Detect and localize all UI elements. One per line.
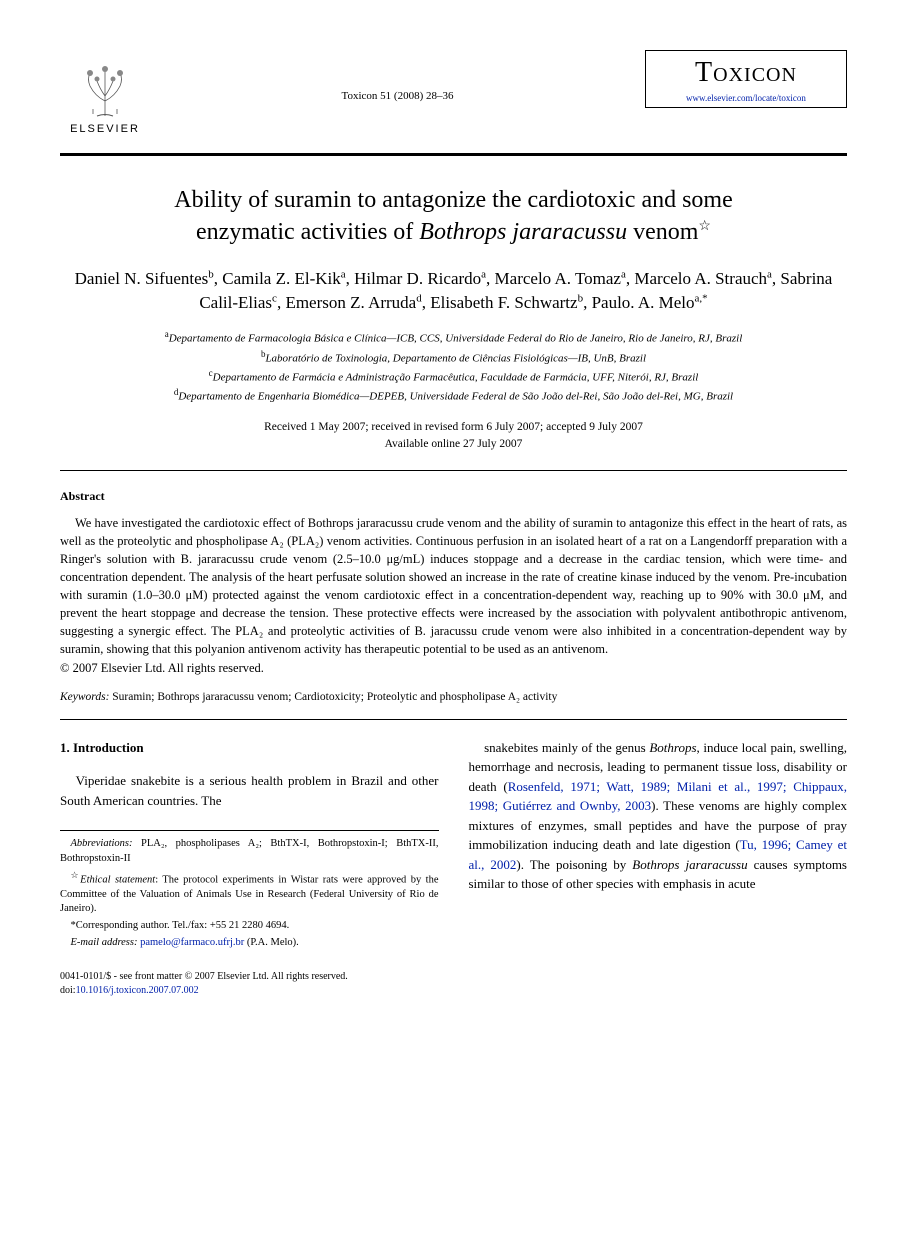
title-species-italic: Bothrops jararacussu — [419, 219, 627, 245]
affiliation-line: cDepartamento de Farmácia e Administraçã… — [60, 367, 847, 386]
footnotes-block: Abbreviations: PLA₂, phospholipases A₂; … — [60, 830, 439, 950]
corresponding-footnote: *Corresponding author. Tel./fax: +55 21 … — [60, 919, 439, 934]
affiliation-line: aDepartamento de Farmacologia Básica e C… — [60, 328, 847, 347]
email-label: E-mail address: — [71, 937, 138, 948]
title-footnote-star-icon: ☆ — [698, 219, 711, 234]
title-line-1: Ability of suramin to antagonize the car… — [174, 187, 733, 213]
keywords-line: Keywords: Suramin; Bothrops jararacussu … — [60, 691, 847, 703]
journal-name: Toxicon — [656, 57, 836, 89]
email-footnote: E-mail address: pamelo@farmaco.ufrj.br (… — [60, 936, 439, 951]
intro-left-para: Viperidae snakebite is a serious health … — [60, 771, 439, 810]
article-dates: Received 1 May 2007; received in revised… — [60, 419, 847, 454]
affiliation-line: dDepartamento de Engenharia Biomédica—DE… — [60, 386, 847, 405]
received-date: Received 1 May 2007; received in revised… — [264, 421, 643, 433]
abstract-top-rule — [60, 470, 847, 471]
title-line-2-post: venom — [627, 219, 698, 245]
abstract-text: We have investigated the cardiotoxic eff… — [60, 516, 847, 657]
abbrev-label: Abbreviations: — [71, 838, 133, 849]
header-row: ELSEVIER Toxicon 51 (2008) 28–36 Toxicon… — [60, 50, 847, 145]
affiliation-line: bLaboratório de Toxinologia, Departament… — [60, 348, 847, 367]
article-title: Ability of suramin to antagonize the car… — [80, 184, 827, 249]
intro-right-para: snakebites mainly of the genus Bothrops,… — [469, 738, 848, 894]
elsevier-tree-icon — [75, 61, 135, 121]
publisher-logo: ELSEVIER — [60, 50, 150, 145]
abstract-bottom-rule — [60, 719, 847, 720]
abstract-body: We have investigated the cardiotoxic eff… — [60, 514, 847, 677]
intro-r-t1: snakebites mainly of the genus — [484, 740, 649, 755]
right-column: snakebites mainly of the genus Bothrops,… — [469, 738, 848, 953]
paper-page: ELSEVIER Toxicon 51 (2008) 28–36 Toxicon… — [0, 0, 907, 1038]
affiliations-list: aDepartamento de Farmacologia Básica e C… — [60, 328, 847, 405]
keywords-label: Keywords: — [60, 691, 109, 703]
left-column: 1. Introduction Viperidae snakebite is a… — [60, 738, 439, 953]
ethical-star-icon: ☆ — [71, 870, 81, 880]
abbrev-footnote: Abbreviations: PLA₂, phospholipases A₂; … — [60, 837, 439, 866]
footer-line: 0041-0101/$ - see front matter © 2007 El… — [60, 970, 847, 998]
title-line-2-pre: enzymatic activities of — [196, 219, 419, 245]
online-date: Available online 27 July 2007 — [385, 438, 523, 450]
ethical-footnote: ☆Ethical statement: The protocol experim… — [60, 869, 439, 918]
keywords-text: Suramin; Bothrops jararacussu venom; Car… — [109, 691, 557, 703]
journal-url-link[interactable]: www.elsevier.com/locate/toxicon — [656, 93, 836, 103]
ethical-label: Ethical statement — [80, 874, 155, 885]
authors-list: Daniel N. Sifuentesb, Camila Z. El-Kika,… — [60, 267, 847, 315]
intro-r-i1: Bothrops — [649, 740, 696, 755]
email-link[interactable]: pamelo@farmaco.ufrj.br — [137, 937, 244, 948]
doi-link[interactable]: 10.1016/j.toxicon.2007.07.002 — [76, 985, 199, 996]
intro-r-t4: ). The poisoning by — [516, 857, 632, 872]
citation-text: Toxicon 51 (2008) 28–36 — [150, 50, 645, 102]
abstract-copyright: © 2007 Elsevier Ltd. All rights reserved… — [60, 661, 264, 675]
intro-heading: 1. Introduction — [60, 738, 439, 758]
publisher-name: ELSEVIER — [70, 123, 140, 135]
issn-line: 0041-0101/$ - see front matter © 2007 El… — [60, 971, 348, 982]
abstract-heading: Abstract — [60, 489, 847, 504]
doi-prefix: doi: — [60, 985, 76, 996]
intro-r-i2: Bothrops jararacussu — [632, 857, 747, 872]
header-rule — [60, 153, 847, 156]
body-columns: 1. Introduction Viperidae snakebite is a… — [60, 738, 847, 953]
email-post: (P.A. Melo). — [244, 937, 299, 948]
journal-box: Toxicon www.elsevier.com/locate/toxicon — [645, 50, 847, 108]
